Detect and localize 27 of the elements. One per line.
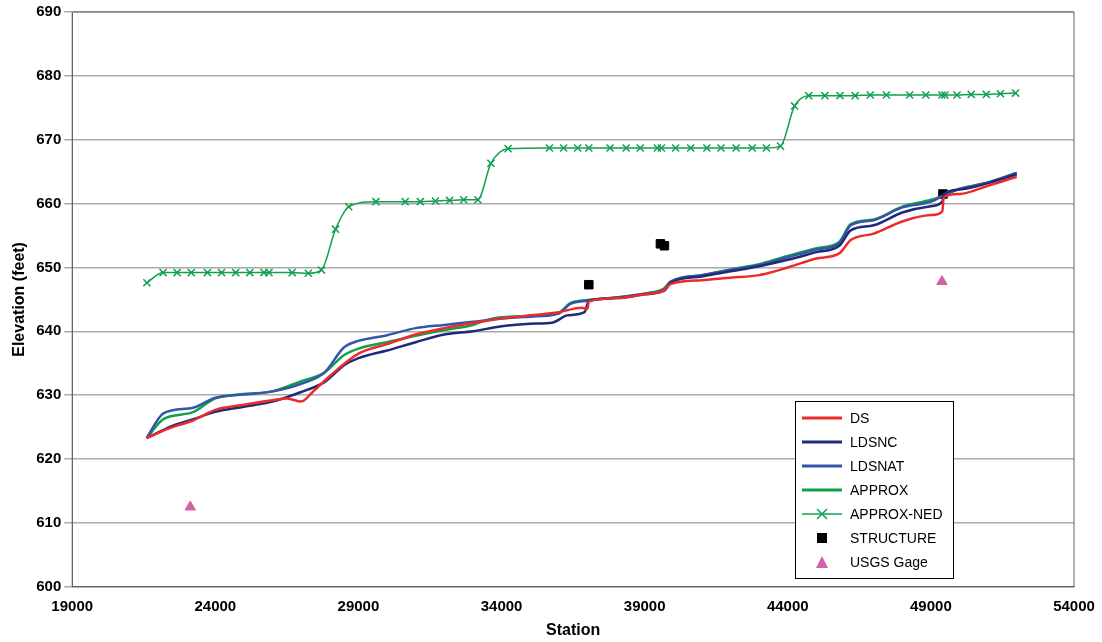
x-tick-label: 39000 xyxy=(623,596,666,614)
y-tick-label: 690 xyxy=(36,2,62,20)
x-axis-title: Station xyxy=(546,620,601,638)
legend-label: USGS Gage xyxy=(850,553,928,570)
y-axis-title: Elevation (feet) xyxy=(10,242,28,357)
y-tick-label: 610 xyxy=(36,513,62,531)
x-tick-label: 44000 xyxy=(766,596,809,614)
x-tick-label: 24000 xyxy=(194,596,237,614)
legend-label: LDSNC xyxy=(850,433,898,450)
y-tick-label: 630 xyxy=(36,385,62,403)
legend-label: STRUCTURE xyxy=(850,529,937,546)
y-tick-label: 650 xyxy=(36,257,62,275)
y-tick-label: 600 xyxy=(36,576,62,594)
legend-label: APPROX xyxy=(850,481,909,498)
legend-label: APPROX-NED xyxy=(850,505,943,522)
y-tick-label: 640 xyxy=(36,321,62,339)
x-tick-label: 54000 xyxy=(1053,596,1095,614)
x-tick-label: 34000 xyxy=(480,596,523,614)
y-tick-label: 670 xyxy=(36,129,62,147)
legend-label: LDSNAT xyxy=(850,457,905,474)
x-tick-label: 29000 xyxy=(337,596,380,614)
y-tick-label: 620 xyxy=(36,449,62,467)
x-tick-label: 19000 xyxy=(51,596,94,614)
legend-label: DS xyxy=(850,409,870,426)
y-tick-label: 680 xyxy=(36,66,62,84)
y-tick-label: 660 xyxy=(36,193,62,211)
x-tick-label: 49000 xyxy=(910,596,952,614)
